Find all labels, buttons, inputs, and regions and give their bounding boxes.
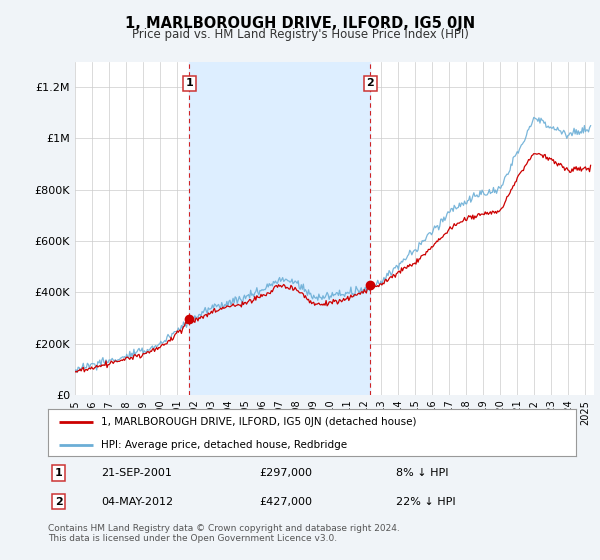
Text: 8% ↓ HPI: 8% ↓ HPI <box>397 468 449 478</box>
Text: 1: 1 <box>55 468 62 478</box>
Text: 22% ↓ HPI: 22% ↓ HPI <box>397 497 456 507</box>
Text: HPI: Average price, detached house, Redbridge: HPI: Average price, detached house, Redb… <box>101 440 347 450</box>
Text: 1, MARLBOROUGH DRIVE, ILFORD, IG5 0JN (detached house): 1, MARLBOROUGH DRIVE, ILFORD, IG5 0JN (d… <box>101 417 416 427</box>
Text: £297,000: £297,000 <box>259 468 312 478</box>
Text: Contains HM Land Registry data © Crown copyright and database right 2024.
This d: Contains HM Land Registry data © Crown c… <box>48 524 400 543</box>
Text: Price paid vs. HM Land Registry's House Price Index (HPI): Price paid vs. HM Land Registry's House … <box>131 28 469 41</box>
Text: 2: 2 <box>367 78 374 88</box>
Text: 04-MAY-2012: 04-MAY-2012 <box>101 497 173 507</box>
Text: 2: 2 <box>55 497 62 507</box>
Bar <box>190 62 370 395</box>
Text: 1: 1 <box>185 78 193 88</box>
Text: 21-SEP-2001: 21-SEP-2001 <box>101 468 172 478</box>
Text: £427,000: £427,000 <box>259 497 312 507</box>
Text: 1, MARLBOROUGH DRIVE, ILFORD, IG5 0JN: 1, MARLBOROUGH DRIVE, ILFORD, IG5 0JN <box>125 16 475 31</box>
